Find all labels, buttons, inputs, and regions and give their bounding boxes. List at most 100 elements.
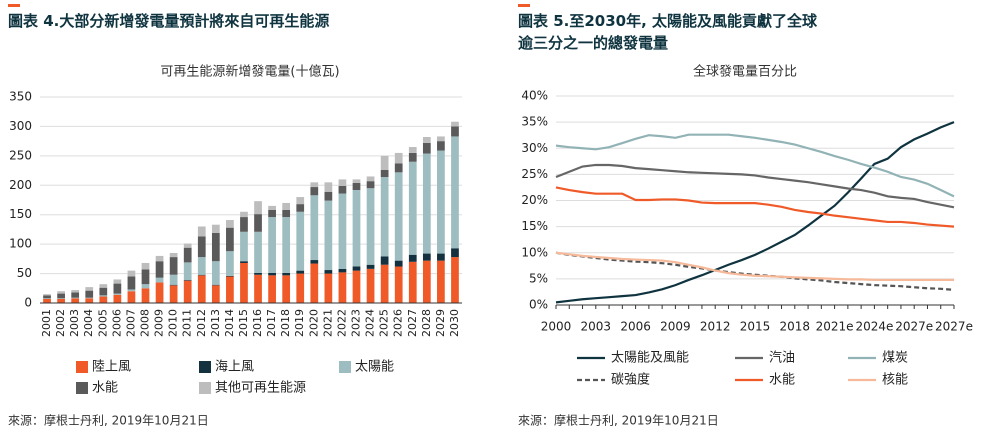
bar-segment <box>155 282 164 303</box>
bar-segment <box>183 262 192 281</box>
bar-segment <box>85 297 94 299</box>
bar-segment <box>282 275 291 303</box>
bar-segment <box>169 257 178 275</box>
x-tick-label: 2024 <box>364 309 377 337</box>
bar-segment <box>422 142 431 154</box>
bar-segment <box>226 276 234 303</box>
x-tick-label: 2030 <box>448 309 461 337</box>
legend-label: 海上風 <box>215 360 254 375</box>
source-note: 來源：摩根士丹利, 2019年10月21日 <box>518 413 719 428</box>
bar-segment <box>437 260 445 303</box>
x-tick-label: 2009 <box>660 320 691 334</box>
bar-segment <box>141 262 150 270</box>
x-tick-label: 2013 <box>209 309 222 337</box>
bar-segment <box>113 294 122 303</box>
bar-segment <box>408 261 417 303</box>
bar-segment <box>169 285 178 303</box>
bar-segment <box>57 298 65 303</box>
legend-swatch <box>199 361 211 373</box>
bar-segment <box>169 252 178 258</box>
x-tick-label: 2020 <box>307 309 320 337</box>
bar-segment <box>296 197 305 205</box>
y-tick-label: 0 <box>24 296 32 310</box>
bar-segment <box>366 181 375 189</box>
bar-segment <box>141 284 150 289</box>
chart-subtitle: 全球發電量百分比 <box>693 64 797 80</box>
x-tick-label: 2000 <box>541 320 572 334</box>
x-tick-label: 2016 <box>251 309 264 337</box>
x-tick-label: 2006 <box>620 320 651 334</box>
bar-segment <box>43 295 51 299</box>
y-tick-label: 300 <box>9 119 32 133</box>
bar-segment <box>155 255 164 262</box>
y-tick-label: 200 <box>9 178 32 192</box>
bar-segment <box>422 153 431 254</box>
y-tick-label: 40% <box>521 89 548 103</box>
x-tick-label: 2015 <box>740 320 771 334</box>
bar-segment <box>240 217 248 232</box>
bar-segment <box>451 121 459 127</box>
bar-segment <box>296 273 305 303</box>
bar-segment <box>197 226 206 237</box>
bar-segment <box>338 272 347 303</box>
bar-segment <box>268 217 276 273</box>
bar-segment <box>352 266 361 271</box>
bar-segment <box>43 294 51 296</box>
accent <box>518 4 530 7</box>
x-tick-label: 2008 <box>139 309 152 337</box>
chart-title: 逾三分之一的總發電量 <box>518 34 668 52</box>
x-tick-label: 2028 <box>420 309 433 337</box>
bar-segment <box>141 288 150 303</box>
x-tick-label: 2015 <box>237 309 250 337</box>
legend-label: 核能 <box>882 373 908 388</box>
bar-segment <box>183 247 192 263</box>
bar-segment <box>296 270 305 274</box>
bar-segment <box>282 202 291 211</box>
bar-segment <box>394 172 403 261</box>
bar-segment <box>296 211 305 271</box>
bar-segment <box>380 155 389 170</box>
bar-segment <box>451 257 459 303</box>
accent <box>8 4 20 7</box>
bar-segment <box>57 293 65 299</box>
bar-segment <box>254 272 262 275</box>
bar-segment <box>254 214 262 232</box>
x-tick-label: 2022 <box>335 309 348 337</box>
bar-segment <box>437 150 445 254</box>
bar-segment <box>408 254 417 262</box>
bar-segment <box>240 261 248 263</box>
x-tick-label: 2014 <box>223 309 236 337</box>
x-tick-label: 2005 <box>96 309 109 337</box>
bar-segment <box>113 279 122 284</box>
bar-segment <box>408 161 417 255</box>
bar-segment <box>127 289 136 292</box>
series-line <box>555 133 955 198</box>
bar-segment <box>324 200 333 271</box>
bar-segment <box>268 275 276 303</box>
x-tick-label: 2003 <box>68 309 81 337</box>
bar-segment <box>338 179 347 186</box>
legend-label: 水能 <box>769 373 795 388</box>
legend-swatch <box>76 361 88 373</box>
x-tick-label: 2002 <box>54 309 67 337</box>
bar-segment <box>226 227 234 252</box>
x-tick-label: 2006 <box>110 309 123 337</box>
series-line <box>555 163 955 209</box>
bar-segment <box>310 263 319 303</box>
bar-segment <box>394 152 403 164</box>
bar-segment <box>310 182 319 188</box>
bar-segment <box>211 261 220 285</box>
bar-segment <box>141 269 150 285</box>
bar-segment <box>226 275 234 277</box>
bar-segment <box>324 191 333 201</box>
x-tick-label: 2027e <box>895 320 933 334</box>
chart-title: 圖表 4.大部分新增發電量預計將來自可再生能源 <box>8 12 329 30</box>
bar-segment <box>240 211 248 218</box>
bar-segment <box>43 298 51 303</box>
x-tick-label: 2001 <box>40 309 53 337</box>
bar-segment <box>71 298 80 303</box>
x-tick-label: 2018 <box>780 320 811 334</box>
bar-segment <box>71 290 80 293</box>
legend-swatch <box>76 382 88 394</box>
